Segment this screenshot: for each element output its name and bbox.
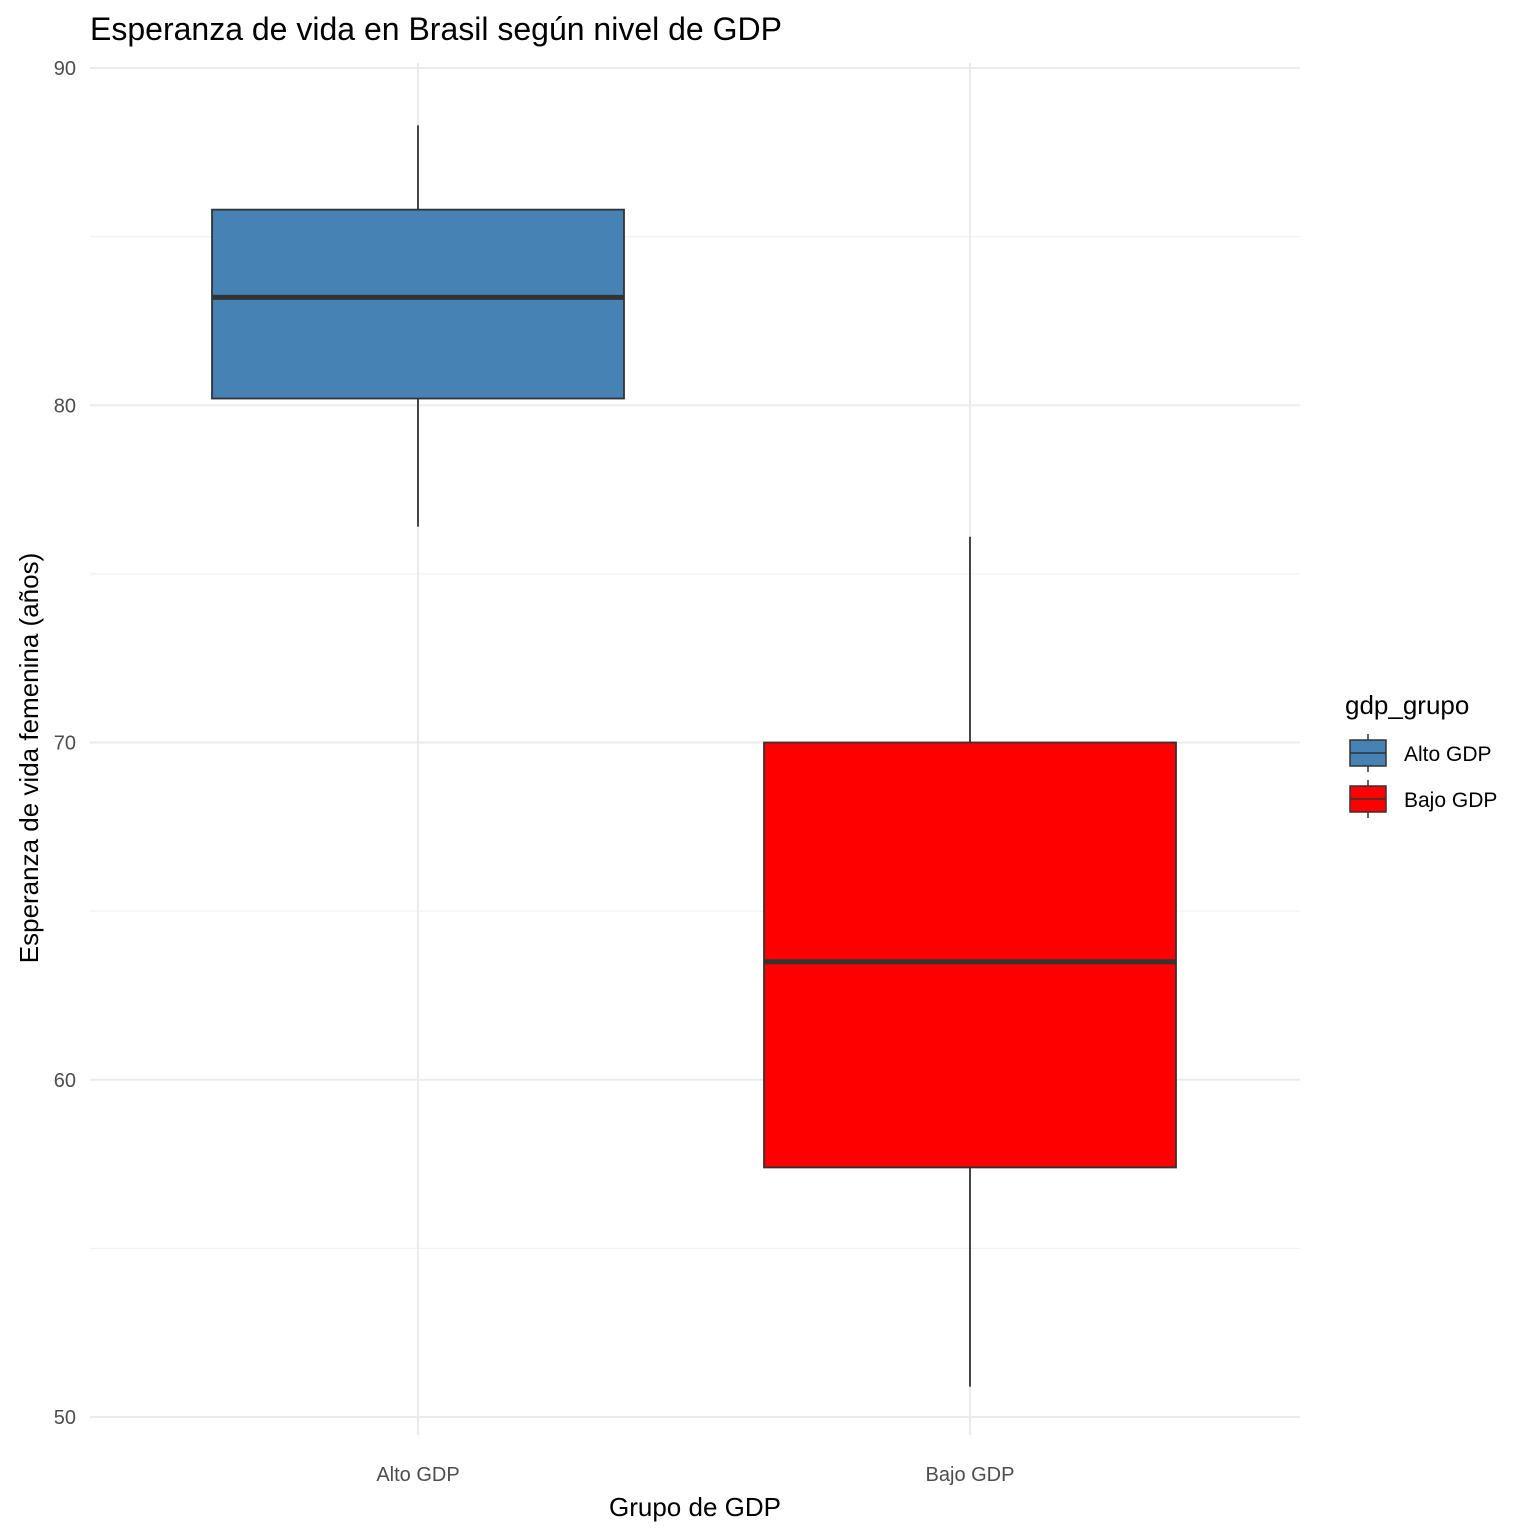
y-tick-label: 70 [54,733,76,755]
box-bajo-gdp [763,536,1177,1387]
box-iqr [763,741,1177,1169]
x-tick-label: Alto GDP [376,1464,459,1486]
boxes [211,125,1177,1387]
box-alto-gdp [211,125,625,527]
y-tick-labels: 50 60 70 80 90 [54,58,76,1429]
y-tick-label: 90 [54,58,76,80]
x-tick-label: Bajo GDP [926,1464,1015,1486]
legend-label: Bajo GDP [1404,789,1497,812]
y-axis-title: Esperanza de vida femenina (años) [14,553,44,963]
legend-key [1349,780,1387,818]
legend-title: gdp_grupo [1345,690,1469,720]
x-axis-title: Grupo de GDP [609,1492,781,1522]
legend-label: Alto GDP [1404,743,1492,766]
grid [90,63,1300,1435]
box-iqr [211,208,625,400]
y-tick-label: 80 [54,395,76,417]
x-tick-labels: Alto GDP Bajo GDP [376,1464,1014,1486]
legend-key [1349,734,1387,772]
y-tick-label: 60 [54,1070,76,1092]
chart-title: Esperanza de vida en Brasil según nivel … [90,11,782,47]
legend: gdp_grupo Alto GDP Bajo GDP [1345,690,1497,818]
y-tick-label: 50 [54,1407,76,1429]
